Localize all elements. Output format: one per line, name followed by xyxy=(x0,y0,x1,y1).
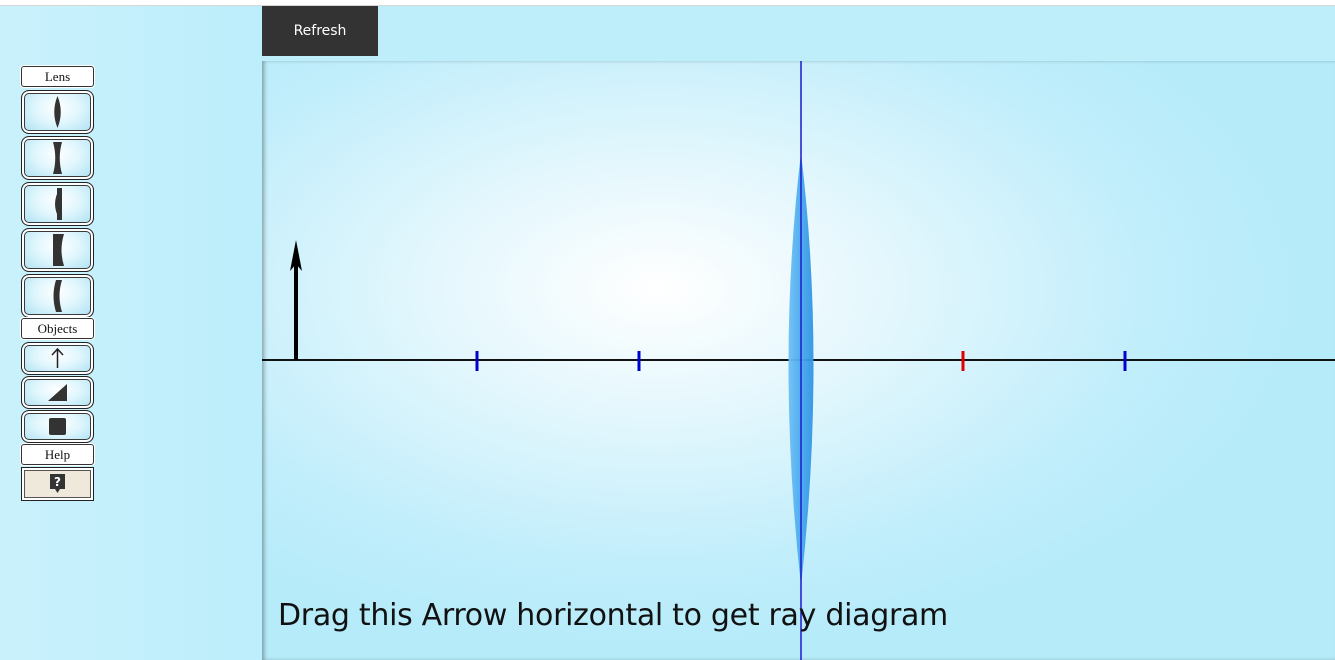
optics-canvas[interactable]: Drag this Arrow horizontal to get ray di… xyxy=(262,61,1335,660)
biconcave-lens-button[interactable] xyxy=(21,136,94,180)
triangle-object-button[interactable] xyxy=(21,376,94,409)
objects-section-label: Objects xyxy=(21,318,94,339)
help-button[interactable]: ? xyxy=(21,467,94,501)
ray-diagram xyxy=(262,61,1335,660)
arrow-object-button[interactable] xyxy=(21,342,94,375)
meniscus-lens-button[interactable] xyxy=(21,274,94,318)
svg-text:?: ? xyxy=(54,475,61,489)
refresh-button[interactable]: Refresh xyxy=(262,6,378,56)
square-object-button[interactable] xyxy=(21,410,94,443)
plano-concave-lens-icon xyxy=(53,234,64,266)
instruction-text: Drag this Arrow horizontal to get ray di… xyxy=(278,598,948,633)
plano-convex-lens-icon xyxy=(55,188,62,220)
help-section-label: Help xyxy=(21,444,94,465)
plano-concave-lens-button[interactable] xyxy=(21,228,94,272)
triangle-icon xyxy=(48,384,67,401)
object-arrow[interactable] xyxy=(290,240,302,360)
window-top-border xyxy=(0,0,1335,6)
biconvex-lens-icon xyxy=(54,96,61,128)
biconcave-lens-icon xyxy=(53,142,62,174)
arrow-up-icon xyxy=(51,347,64,368)
meniscus-lens-icon xyxy=(53,280,62,312)
question-icon: ? xyxy=(50,474,65,493)
plano-convex-lens-button[interactable] xyxy=(21,182,94,226)
square-icon xyxy=(49,418,66,435)
tool-panel: Lens Objects xyxy=(0,6,262,660)
lens-section-label: Lens xyxy=(21,66,94,87)
biconvex-lens-button[interactable] xyxy=(21,90,94,134)
